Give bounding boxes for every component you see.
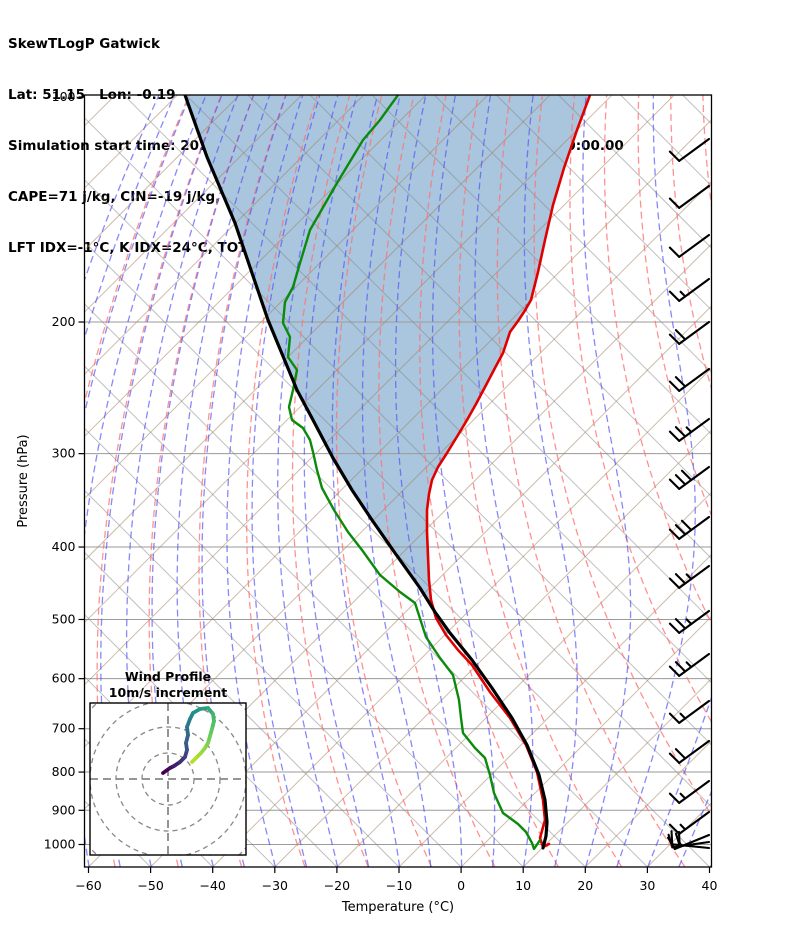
wind-barb [668,367,711,392]
wind-barbs [666,137,711,851]
wind-barb [668,233,711,258]
y-tick-label: 800 [52,764,76,779]
parcel-curve [183,95,549,850]
wind-barb [668,320,711,345]
axis-ticks: −60 −50 −40 −30 −20 −10 0 10 20 30 40 100 200 300 400 5… [44,89,718,893]
chart-title: SkewTLogP Gatwick [8,36,161,52]
x-axis-label: Temperature (°C) [341,900,454,915]
wind-barb [668,699,711,724]
y-tick-label: 100 [52,89,76,104]
isobar-gridlines [84,321,712,845]
hodograph-title: Wind Profile [125,669,211,684]
cin-shade-region [185,95,590,635]
x-tick-label: 20 [577,878,593,893]
y-tick-label: 400 [52,539,76,554]
hodograph-inset [89,702,247,856]
wind-barb [668,779,711,804]
x-tick-label: 0 [457,878,465,893]
wind-barb [668,652,711,677]
wind-barb [668,277,711,302]
hodograph-trace-segment [190,756,198,764]
hodograph-border [89,702,247,856]
x-tick-label: 40 [702,878,718,893]
wind-barb [668,564,711,589]
wind-barb [668,137,711,162]
x-tick-label: −50 [137,878,163,893]
wind-barb [668,465,711,490]
y-tick-label: 300 [52,446,76,461]
y-tick-label: 200 [52,314,76,329]
wind-barb [668,810,711,835]
x-tick-label: −40 [200,878,226,893]
x-tick-label: −10 [386,878,412,893]
y-tick-label: 700 [52,721,76,736]
x-tick-label: −20 [324,878,350,893]
x-tick-label: −60 [75,878,101,893]
y-tick-label: 600 [52,671,76,686]
wind-barb [668,515,711,540]
wind-barb [670,830,711,850]
dewpoint-curve [281,95,542,851]
y-axis-label: Pressure (hPa) [16,434,31,527]
plot-frame [83,94,713,868]
wind-barb [668,184,711,209]
y-tick-label: 500 [52,611,76,626]
y-tick-label: 1000 [44,837,76,852]
hodograph-subtitle: 10m/s increment [109,685,227,700]
x-tick-label: 10 [515,878,531,893]
x-tick-label: −30 [262,878,288,893]
wind-barb [668,739,711,764]
wind-barb [668,609,711,634]
y-tick-label: 900 [52,802,76,817]
x-tick-label: 30 [639,878,655,893]
plot-area [84,95,712,867]
mirror-gridlines [84,95,712,867]
wind-barb [668,417,711,442]
